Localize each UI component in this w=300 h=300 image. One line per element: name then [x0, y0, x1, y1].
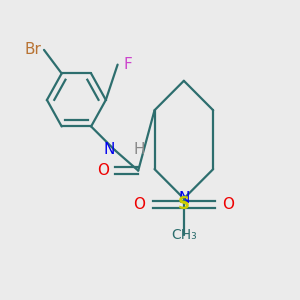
- Text: O: O: [222, 197, 234, 212]
- Text: S: S: [178, 196, 190, 214]
- Text: N: N: [178, 191, 190, 206]
- Text: N: N: [103, 142, 115, 158]
- Text: CH₃: CH₃: [171, 228, 197, 242]
- Text: Br: Br: [24, 42, 41, 57]
- Text: F: F: [124, 57, 132, 72]
- Text: H: H: [134, 142, 145, 158]
- Text: O: O: [134, 197, 146, 212]
- Text: O: O: [97, 163, 109, 178]
